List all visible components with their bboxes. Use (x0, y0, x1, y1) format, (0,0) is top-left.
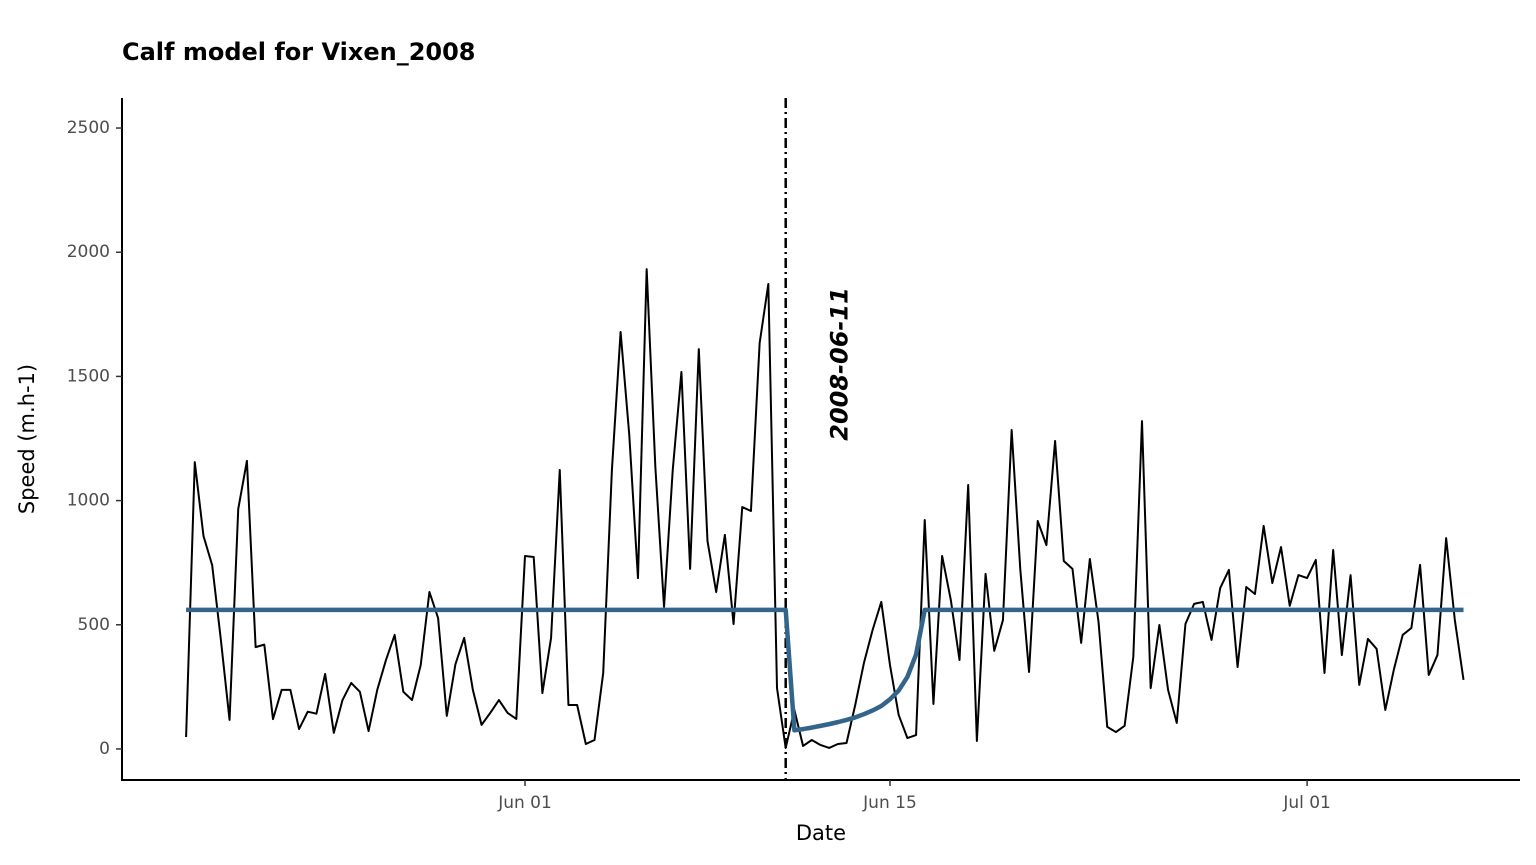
x-tick-label: Jun 15 (862, 793, 917, 813)
y-tick-label: 1000 (67, 491, 110, 511)
x-axis-label: Date (796, 821, 846, 845)
data-line (185, 268, 1465, 749)
data-line (186, 607, 1464, 733)
chart-title: Calf model for Vixen_2008 (122, 38, 476, 66)
x-tick-label: Jul 01 (1282, 793, 1331, 813)
y-axis-label: Speed (m.h-1) (15, 364, 39, 514)
y-tick-label: 500 (78, 615, 110, 635)
y-tick-label: 2000 (67, 242, 110, 262)
y-tick-label: 1500 (67, 366, 110, 386)
x-tick-label: Jun 01 (497, 793, 552, 813)
event-label: 2008-06-11 (826, 287, 854, 441)
y-tick-label: 0 (99, 739, 110, 759)
y-tick-label: 2500 (67, 118, 110, 138)
